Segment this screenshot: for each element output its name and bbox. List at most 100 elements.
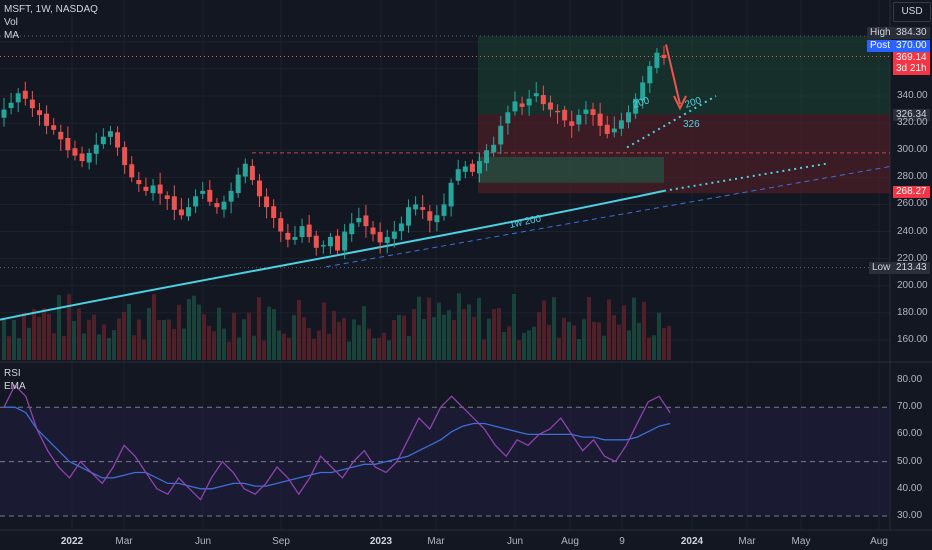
volume-bar: [122, 311, 126, 360]
candle-body: [547, 102, 553, 110]
candle-body: [654, 52, 660, 68]
volume-bar: [337, 321, 341, 360]
low-value-tag: 213.43: [893, 262, 930, 274]
candle-body: [455, 169, 461, 181]
volume-bar: [307, 328, 311, 360]
volume-bar: [277, 330, 281, 360]
volume-bar: [392, 320, 396, 360]
volume-bar: [642, 301, 646, 360]
volume-bar: [457, 293, 461, 360]
trendline-dashed: [325, 165, 891, 268]
candle-body: [171, 196, 177, 210]
candle-body: [427, 211, 433, 221]
candle-body: [235, 174, 241, 194]
time-axis-label: Sep: [272, 536, 290, 547]
candle-body: [391, 231, 397, 239]
volume-bar: [167, 319, 171, 360]
rsi-legend[interactable]: RSI: [4, 368, 21, 379]
volume-bar: [367, 328, 371, 360]
candle-body: [278, 218, 284, 232]
candle-body: [327, 236, 333, 247]
volume-bar: [617, 324, 621, 360]
volume-bar: [417, 296, 421, 360]
volume-bar: [347, 341, 351, 360]
volume-bar: [82, 333, 86, 360]
countdown-tag: 3d 21h: [893, 63, 930, 75]
symbol-legend[interactable]: MSFT, 1W, NASDAQ: [4, 4, 98, 15]
target-label-a: 200: [684, 95, 704, 111]
volume-bar: [32, 309, 36, 360]
candle-body: [356, 218, 362, 223]
ema-legend[interactable]: EMA: [4, 381, 26, 392]
candle-body: [370, 227, 376, 235]
volume-bar: [492, 309, 496, 360]
left-target-label: 200: [632, 95, 652, 111]
volume-bar: [107, 338, 111, 360]
volume-bar: [442, 314, 446, 360]
volume-bar: [52, 333, 56, 360]
ma-name-label: 1w 200: [508, 213, 542, 231]
candle-body: [420, 207, 426, 210]
volume-bar: [57, 295, 61, 360]
candle-body: [65, 138, 71, 151]
candle-body: [526, 98, 532, 106]
volume-bar: [182, 328, 186, 360]
volume-bar: [512, 294, 516, 360]
candle-body: [384, 236, 390, 243]
volume-bar: [522, 332, 526, 360]
volume-bar: [462, 309, 466, 360]
volume-bar: [237, 337, 241, 360]
volume-bar: [632, 297, 636, 360]
volume-bar: [622, 305, 626, 360]
candle-body: [583, 109, 589, 114]
candle-body: [469, 163, 475, 172]
candle-body: [633, 98, 639, 114]
candle-body: [640, 82, 646, 101]
volume-bar: [627, 330, 631, 360]
candle-body: [434, 215, 440, 223]
currency-button[interactable]: USD: [893, 2, 931, 22]
volume-bar: [207, 325, 211, 360]
rsi-axis-label: 50.00: [897, 455, 923, 467]
volume-bar: [92, 314, 96, 360]
high-label: High: [867, 27, 894, 39]
volume-bar: [407, 335, 411, 360]
price-axis-label: 160.00: [897, 334, 928, 345]
candle-body: [505, 112, 511, 124]
post-value-tag: 370.00: [893, 40, 930, 52]
volume-bar: [152, 294, 156, 360]
candle-body: [58, 131, 64, 140]
candle-body: [576, 114, 582, 125]
low-label: Low: [869, 262, 894, 274]
volume-bar: [162, 320, 166, 360]
volume-bar: [117, 318, 121, 360]
candle-body: [122, 147, 128, 166]
volume-bar: [67, 294, 71, 360]
volume-bar: [212, 331, 216, 360]
candle-body: [150, 185, 156, 194]
time-axis-label: Jun: [506, 536, 524, 547]
volume-legend[interactable]: Vol: [4, 17, 18, 28]
volume-bar: [7, 336, 11, 360]
volume-bar: [192, 295, 196, 360]
candle-body: [256, 180, 262, 197]
volume-bar: [657, 312, 661, 360]
volume-bar: [242, 319, 246, 360]
candle-body: [611, 128, 617, 133]
candle-body: [164, 195, 170, 200]
candle-body: [498, 125, 504, 145]
candle-body: [143, 186, 149, 191]
price-axis-label: 260.00: [897, 198, 928, 210]
time-axis-label: Mar: [427, 536, 445, 547]
volume-bar: [147, 307, 151, 360]
candle-body: [540, 95, 546, 105]
ma-legend[interactable]: MA: [4, 30, 19, 41]
volume-bar: [607, 299, 611, 360]
candle-body: [136, 180, 142, 185]
rsi-axis-label: 80.00: [897, 374, 923, 385]
volume-bar: [562, 317, 566, 360]
candle-body: [1, 109, 7, 118]
candle-body: [484, 150, 490, 164]
volume-bar: [272, 308, 276, 360]
